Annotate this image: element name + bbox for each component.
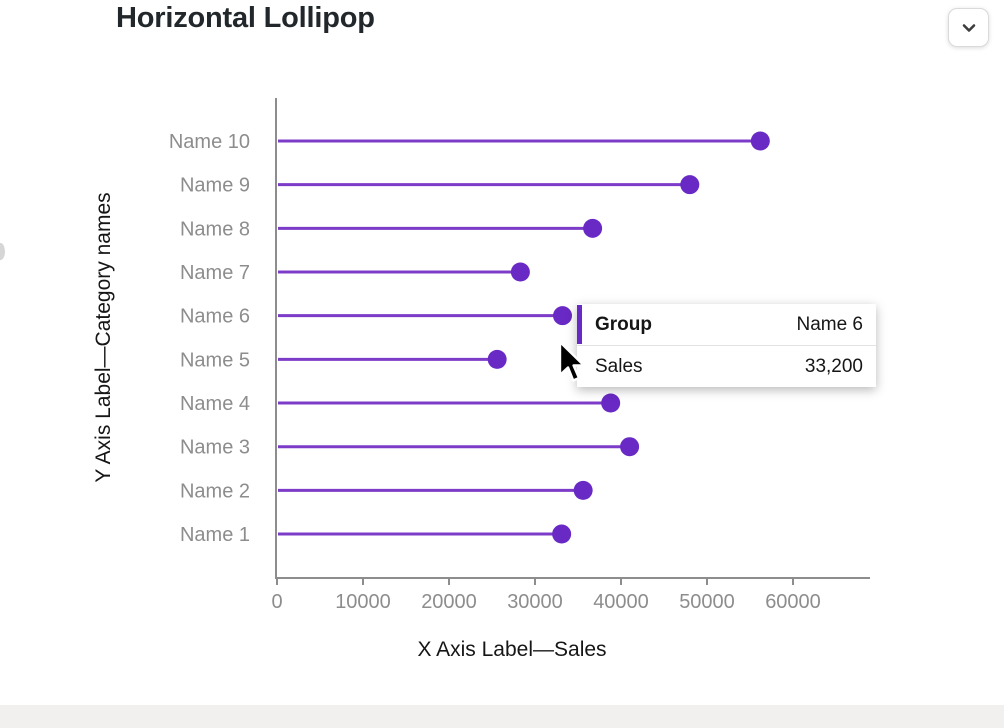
category-label: Name 1 xyxy=(180,524,250,546)
lollipop-dot[interactable] xyxy=(620,437,640,457)
x-tick-label: 60000 xyxy=(765,591,821,613)
lollipop-dot[interactable] xyxy=(552,524,572,544)
tooltip-label: Group xyxy=(595,313,652,335)
x-tick-label: 10000 xyxy=(335,591,391,613)
tooltip-row-group: Group Name 6 xyxy=(577,304,876,345)
tooltip-value: Name 6 xyxy=(796,313,863,335)
lollipop-dot[interactable] xyxy=(510,262,530,282)
mouse-cursor xyxy=(558,341,586,382)
lollipop-dot[interactable] xyxy=(601,393,621,413)
category-label: Name 8 xyxy=(180,218,250,240)
y-axis-title: Y Axis Label—Category names xyxy=(92,192,115,482)
tooltip-label: Sales xyxy=(595,355,643,377)
tooltip-row-sales: Sales 33,200 xyxy=(577,345,876,387)
lollipop-dot[interactable] xyxy=(487,349,507,369)
category-label: Name 6 xyxy=(180,306,250,328)
lollipop-dot[interactable] xyxy=(573,480,593,500)
x-tick-label: 20000 xyxy=(421,591,477,613)
category-label: Name 2 xyxy=(180,480,250,502)
tooltip-accent-bar xyxy=(577,305,582,344)
lollipop-dot[interactable] xyxy=(680,175,700,195)
lollipop-dot[interactable] xyxy=(553,306,573,326)
chevron-down-icon xyxy=(962,23,975,32)
x-axis-title: X Axis Label—Sales xyxy=(417,638,606,661)
x-tick-label: 50000 xyxy=(679,591,735,613)
category-label: Name 9 xyxy=(180,175,250,197)
lollipop-dot[interactable] xyxy=(750,131,770,151)
x-tick-label: 0 xyxy=(271,591,282,613)
x-tick-label: 40000 xyxy=(593,591,649,613)
category-label: Name 4 xyxy=(180,393,250,415)
x-tick-label: 30000 xyxy=(507,591,563,613)
category-label: Name 10 xyxy=(169,131,250,153)
tooltip-value: 33,200 xyxy=(804,355,863,377)
category-label: Name 3 xyxy=(180,437,250,459)
lollipop-dot[interactable] xyxy=(583,218,603,238)
collapse-button[interactable] xyxy=(948,8,989,47)
page-title: Horizontal Lollipop xyxy=(116,2,375,34)
edge-artifact xyxy=(0,243,5,260)
chart-tooltip: Group Name 6 Sales 33,200 xyxy=(577,304,876,387)
footer-band xyxy=(0,705,1004,728)
category-label: Name 7 xyxy=(180,262,250,284)
category-label: Name 5 xyxy=(180,349,250,371)
